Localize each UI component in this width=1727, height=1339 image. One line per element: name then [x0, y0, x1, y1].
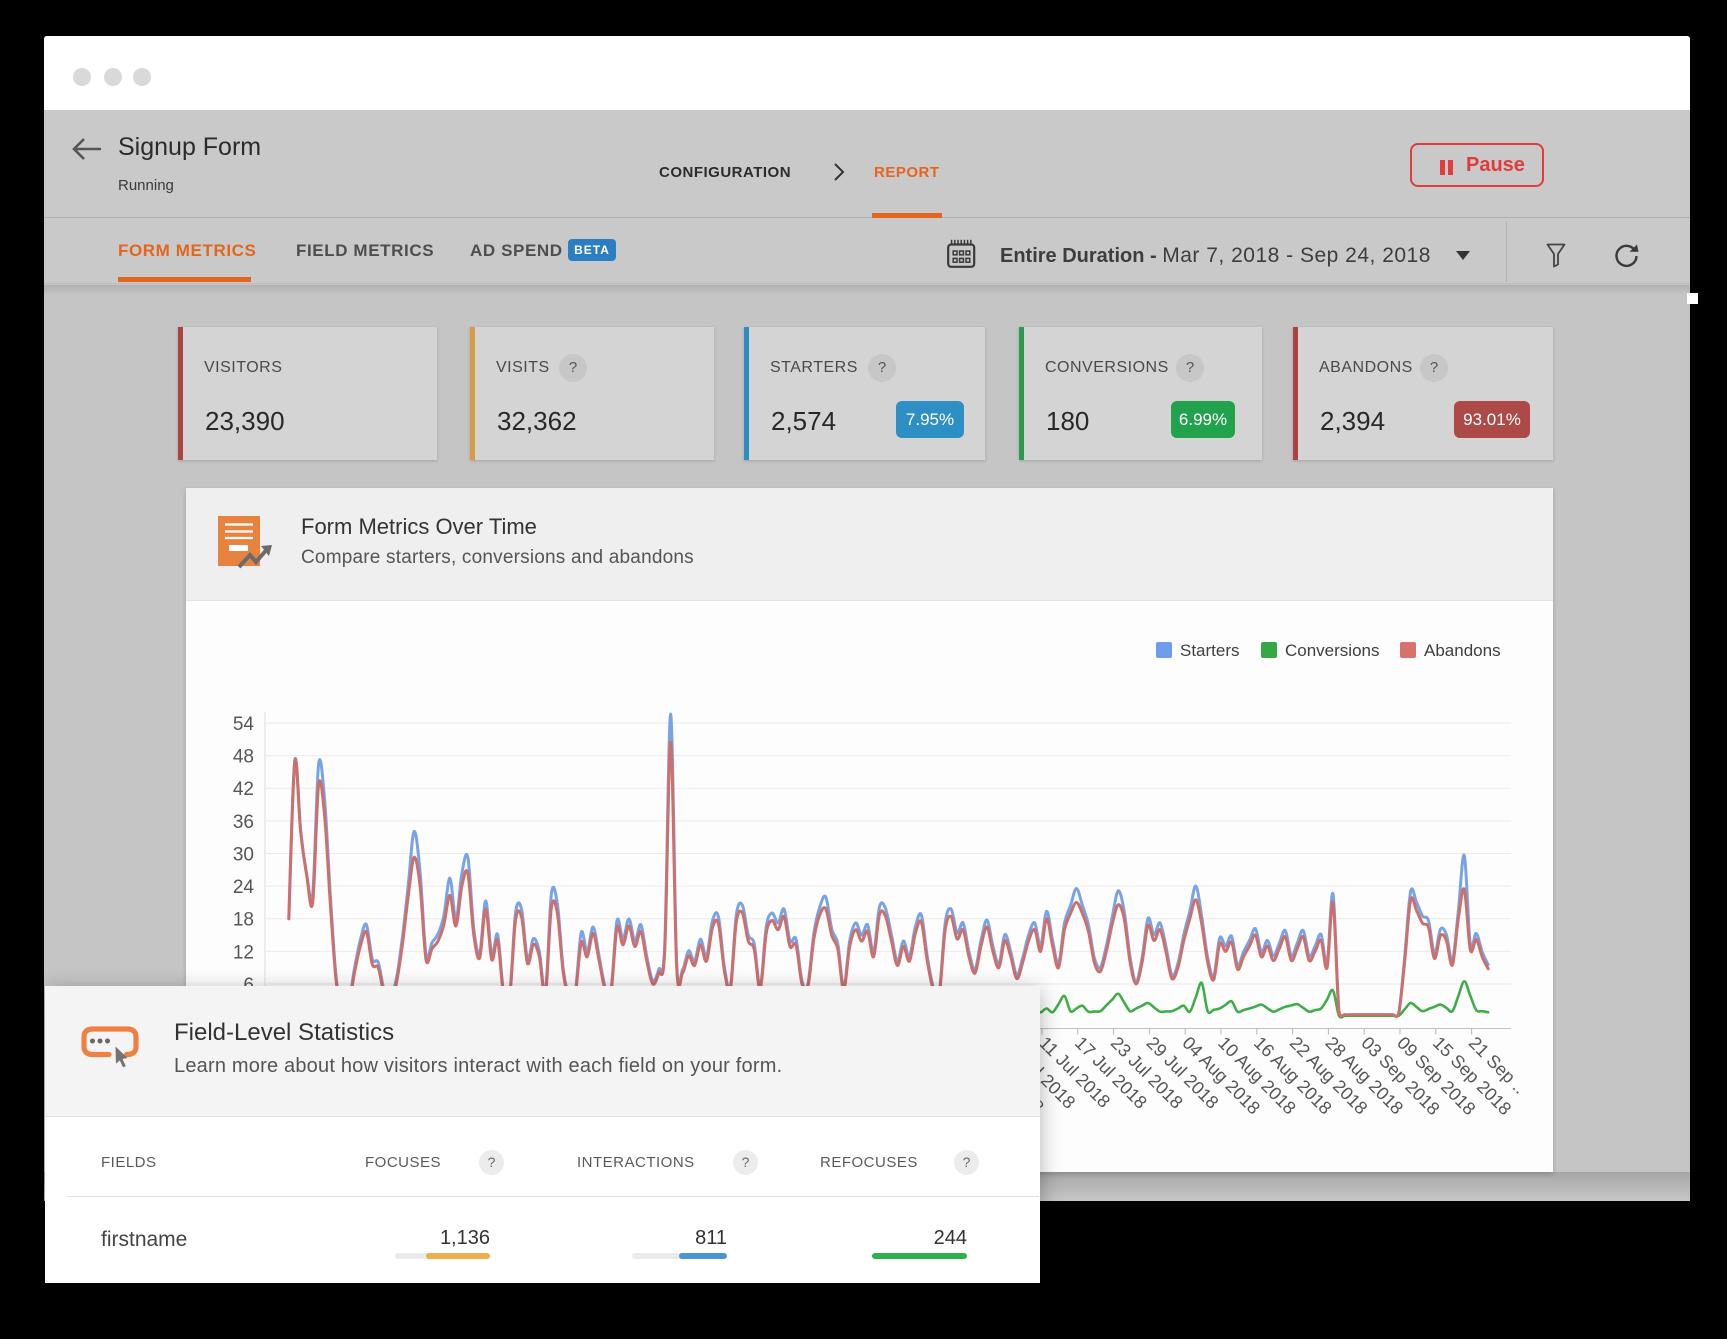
svg-text:30: 30 [233, 845, 254, 866]
svg-text:24: 24 [233, 877, 255, 898]
svg-text:42: 42 [233, 779, 254, 800]
svg-text:54: 54 [233, 714, 255, 735]
svg-text:6: 6 [243, 975, 254, 996]
svg-text:36: 36 [233, 812, 254, 833]
svg-text:12: 12 [233, 942, 254, 963]
svg-text:48: 48 [233, 747, 254, 768]
svg-text:18: 18 [233, 910, 254, 931]
